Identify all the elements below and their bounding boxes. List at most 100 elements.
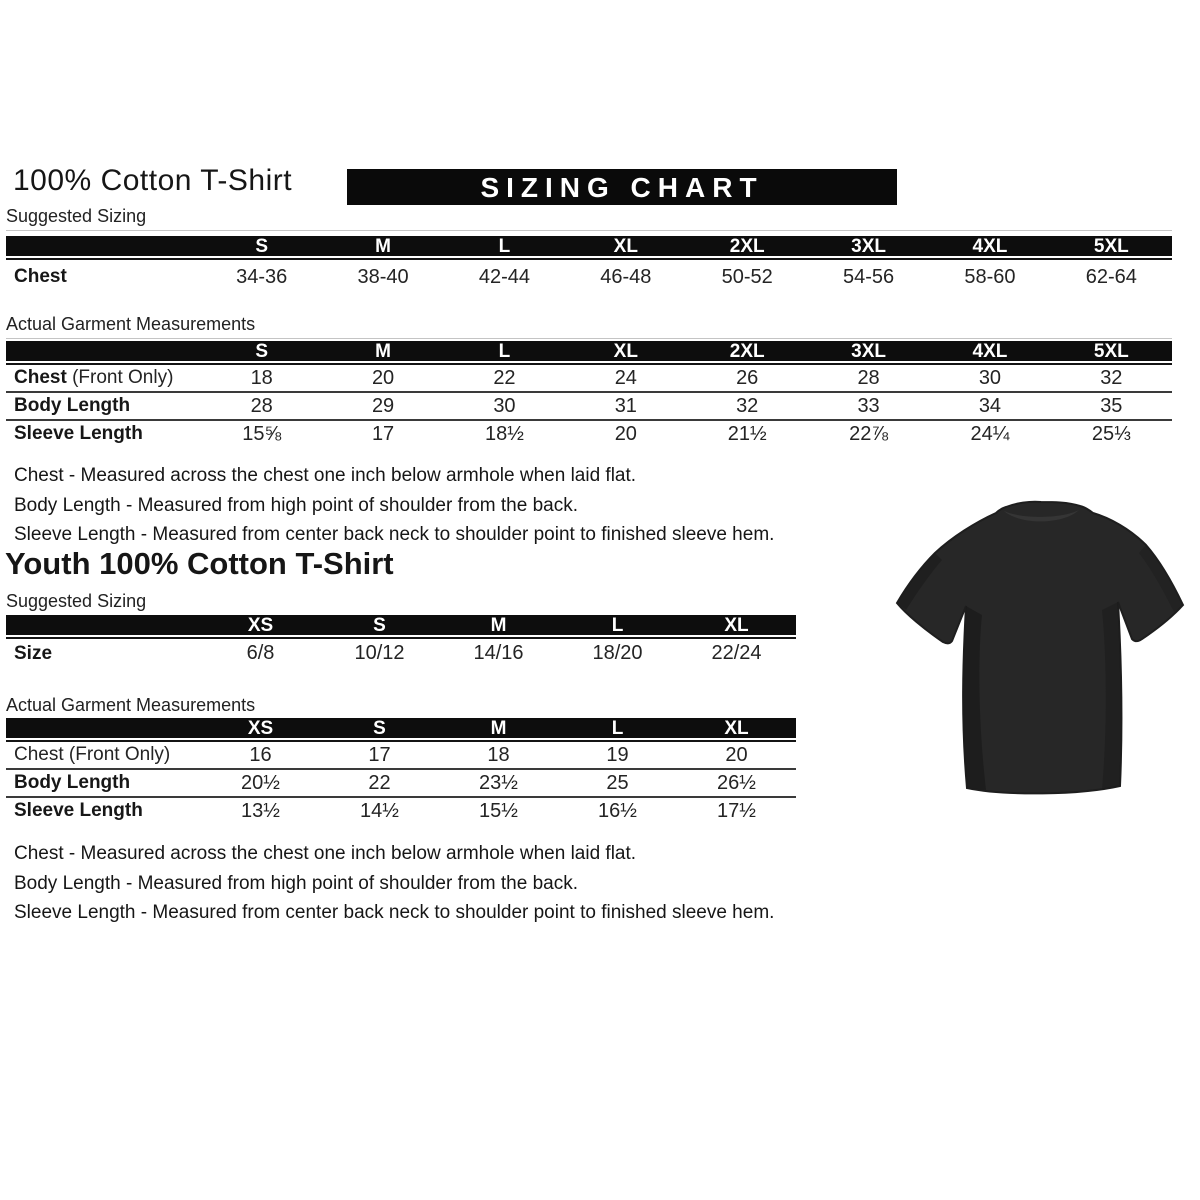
col-header: 5XL [1050, 341, 1172, 362]
row-label: Sleeve Length [6, 419, 201, 447]
cell-value: 6/8 [246, 642, 275, 664]
col-header-spacer [6, 615, 201, 635]
black-tshirt-image [890, 490, 1192, 806]
cell-value: 15⅝ [201, 419, 323, 447]
col-header: L [443, 236, 566, 257]
cell-value: 20½ [201, 768, 320, 796]
cell-value: 32 [1100, 367, 1123, 389]
cell-value: 10/12 [354, 642, 405, 664]
row-label-text: Sleeve Length [14, 800, 143, 821]
row-label: Size [6, 639, 201, 667]
cell-value: 22 [320, 768, 439, 796]
cell-value: 54-56 [842, 266, 895, 288]
cell-value: 62-64 [1085, 266, 1137, 288]
cell-value: 35 [1050, 391, 1172, 419]
cell-value: 28 [201, 391, 323, 419]
cell-value: 18 [487, 744, 510, 766]
cell-value: 30 [443, 391, 566, 419]
col-header: XL [677, 718, 796, 739]
cell-value: 14½ [320, 796, 439, 824]
cell-value: 14/16 [473, 642, 524, 664]
cell-value: 24 [614, 367, 637, 389]
cell-value: 30 [978, 367, 1002, 389]
col-header: XS [201, 718, 320, 739]
row-label-suffix: (Front Only) [66, 367, 174, 388]
cell-value: 20 [565, 419, 687, 447]
header-underline [6, 363, 1172, 365]
cell-value: 46-48 [600, 266, 652, 288]
note-body-length: Body Length - Measured from high point o… [14, 872, 578, 894]
col-header: S [320, 718, 439, 739]
adult-suggested-sizing-table: S M L XL 2XL 3XL 4XL 5XL Chest 34-36 38-40 42-44 46-… [6, 236, 1172, 292]
cell-value: 17 [368, 744, 391, 766]
row-label-text: Body Length [14, 772, 131, 793]
cell-value: 18 [250, 367, 273, 389]
adult-actual-measurements-table: S M L XL 2XL 3XL 4XL 5XL Chest (Front Only) 18 20 2… [6, 341, 1172, 447]
tshirt-icon [895, 500, 1185, 795]
header-underline [6, 637, 796, 639]
col-header-spacer [6, 236, 201, 256]
cell-value: 25 [558, 768, 677, 796]
cell-value: 15½ [439, 796, 558, 824]
sizing-chart-banner: SIZING CHART [347, 169, 897, 205]
col-header: M [439, 615, 558, 636]
col-header: 4XL [929, 236, 1051, 257]
col-header: M [322, 236, 444, 257]
cell-value: 20 [725, 744, 748, 766]
cell-value: 18/20 [592, 642, 643, 664]
cell-value: 34 [929, 391, 1051, 419]
youth-measurement-notes: Chest - Measured across the chest one in… [14, 839, 774, 928]
note-sleeve-length: Sleeve Length - Measured from center bac… [14, 524, 775, 545]
col-header: L [558, 718, 677, 739]
header-underline [6, 258, 1172, 260]
row-label-text: Body Length [14, 395, 131, 416]
col-header: M [439, 718, 558, 739]
col-header: 3XL [807, 341, 930, 362]
col-header-spacer [6, 718, 201, 738]
adult-suggested-sizing-label: Suggested Sizing [6, 206, 1172, 231]
cell-value: 32 [686, 391, 808, 419]
row-label: Body Length [6, 391, 201, 419]
cell-value: 22 [493, 367, 516, 389]
col-header: 3XL [807, 236, 930, 257]
col-header: XL [565, 236, 687, 257]
col-header: L [443, 341, 566, 362]
col-header: S [201, 341, 323, 362]
row-label-text: Chest [14, 266, 67, 287]
col-header: S [201, 236, 323, 257]
col-header: L [558, 615, 677, 636]
adult-measurement-notes: Chest - Measured across the chest one in… [14, 461, 774, 550]
row-label: Chest (Front Only) [6, 365, 201, 391]
cell-value: 31 [565, 391, 687, 419]
note-body-length: Body Length - Measured from high point o… [14, 494, 578, 516]
col-header: 5XL [1050, 236, 1172, 257]
col-header: 2XL [686, 236, 808, 257]
cell-value: 19 [606, 744, 629, 766]
row-label-text: Size [14, 643, 53, 664]
col-header: XL [565, 341, 687, 362]
note-sleeve-length: Sleeve Length - Measured from center bac… [14, 902, 775, 923]
note-chest: Chest - Measured across the chest one in… [14, 465, 637, 486]
cell-value: 28 [857, 367, 880, 389]
header-underline [6, 740, 796, 742]
row-label: Chest [6, 260, 201, 292]
col-header: XS [201, 615, 320, 636]
cell-value: 13½ [201, 796, 320, 824]
cell-value: 22/24 [711, 642, 762, 664]
youth-suggested-sizing-table: XS S M L XL Size 6/8 10/12 14/16 18/20 22/24 [6, 615, 796, 667]
cell-value: 16½ [558, 796, 677, 824]
youth-actual-measurements-label: Actual Garment Measurements [6, 695, 796, 720]
cell-value: 16 [249, 744, 272, 766]
cell-value: 25⅓ [1050, 419, 1172, 447]
cell-value: 17½ [677, 796, 796, 824]
note-chest: Chest - Measured across the chest one in… [14, 843, 637, 864]
youth-actual-measurements-table: XS S M L XL Chest (Front Only) 16 17 18 19 20 Body … [6, 718, 796, 824]
adult-actual-measurements-label: Actual Garment Measurements [6, 314, 1172, 339]
cell-value: 50-52 [721, 266, 773, 288]
youth-section-title: Youth 100% Cotton T-Shirt [5, 546, 394, 581]
cell-value: 38-40 [357, 266, 409, 288]
col-header-spacer [6, 341, 201, 361]
col-header: XL [677, 615, 796, 636]
cell-value: 21½ [686, 419, 808, 447]
cell-value: 26 [736, 367, 759, 389]
